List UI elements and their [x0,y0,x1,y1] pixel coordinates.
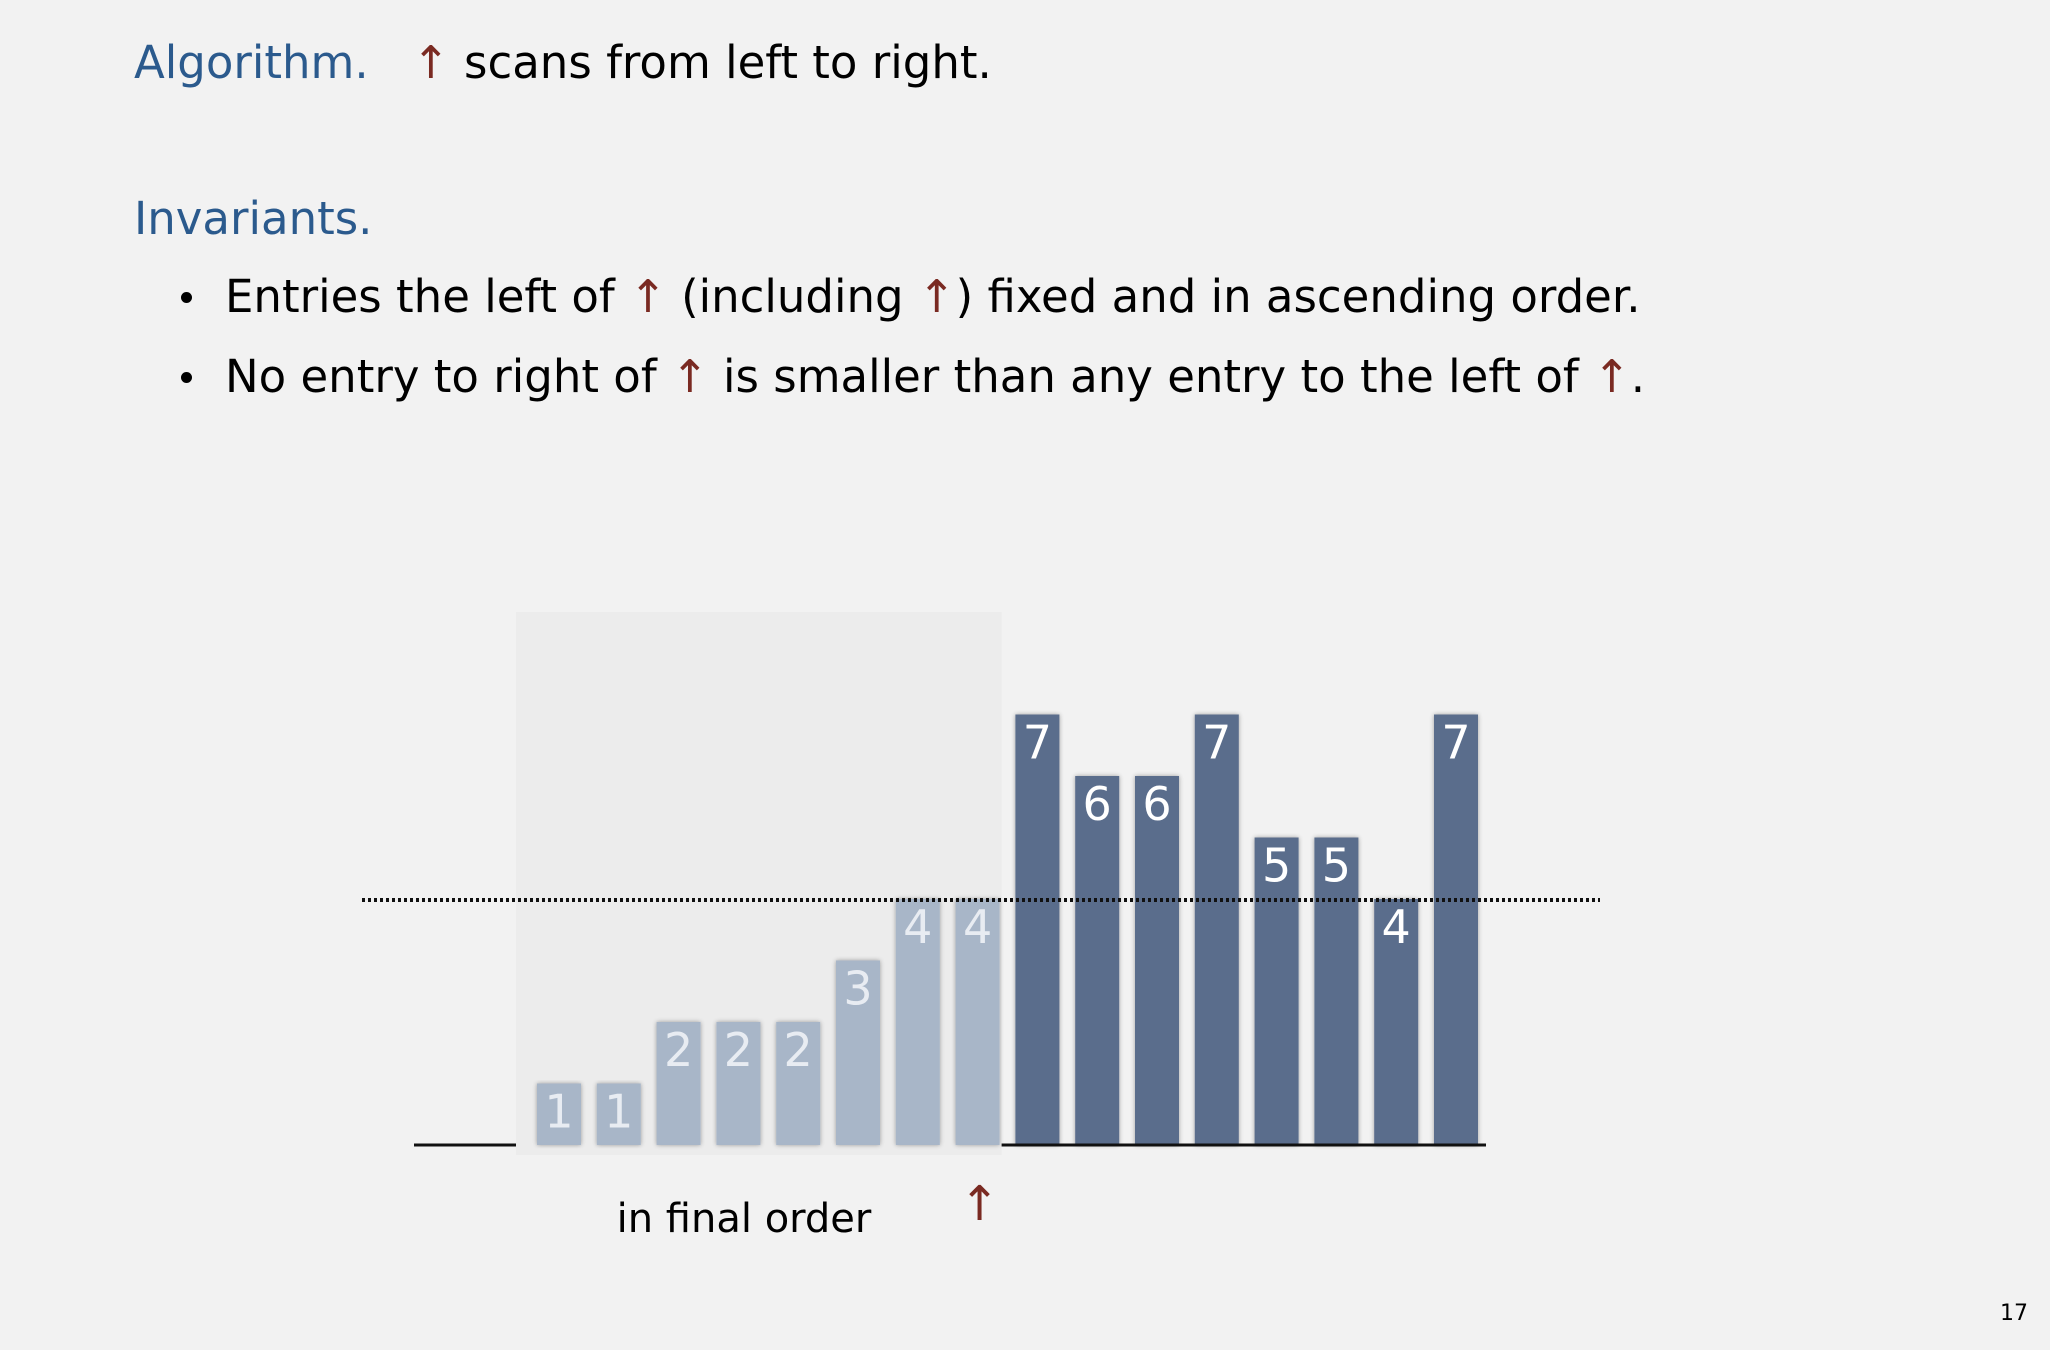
page-number: 17 [2000,1301,2028,1326]
bar-label: 1 [604,1085,633,1139]
bullet-point [181,292,192,303]
invariant-item: Entries the left of ↑ (including ↑) fixe… [225,274,1641,319]
bar [1194,714,1239,1145]
bar [716,1022,761,1145]
bar-label: 3 [843,962,872,1016]
bar-label: 7 [1202,716,1231,770]
bar [596,1083,641,1145]
bar [1374,899,1419,1145]
bar [1135,776,1179,1145]
bar-label: 2 [784,1023,813,1077]
bar [1314,837,1359,1145]
pointer-arrow-icon: ↑ [412,36,450,89]
bar-label: 6 [1083,777,1112,831]
bar [955,899,1000,1145]
bar [1434,714,1478,1145]
bar-label: 4 [963,900,992,954]
bar-label: 7 [1023,716,1052,770]
bar-label: 4 [903,900,932,954]
algorithm-text: scans from left to right. [464,36,992,89]
invariant-text: (including [666,270,918,323]
algorithm-description: ↑ scans from left to right. [412,40,992,85]
bar-label: 1 [544,1085,573,1139]
final-order-label: in final order [617,1196,872,1242]
bar [656,1022,701,1145]
bar-label: 7 [1441,716,1470,770]
bar-label: 5 [1322,839,1351,893]
invariant-item: No entry to right of ↑ is smaller than a… [225,354,1645,399]
algorithm-heading: Algorithm. [134,36,369,89]
bar [537,1083,581,1145]
bar-label: 2 [664,1023,693,1077]
bar-label: 5 [1262,839,1291,893]
bar-label: 6 [1142,777,1171,831]
pointer-arrow-icon: ↑ [917,270,956,323]
pointer-arrow-icon: ↑ [1593,350,1631,403]
scan-pointer-arrow-icon: ↑ [959,1176,999,1232]
bar [1015,714,1060,1145]
invariants-heading: Invariants. [134,192,373,245]
bar-label: 2 [724,1023,753,1077]
invariant-text: ) fixed and in ascending order. [955,270,1641,323]
bullet-point [181,372,192,383]
bar [1254,837,1299,1145]
invariant-text: is smaller than any entry to the left of [708,350,1593,403]
bar [895,899,940,1145]
pointer-arrow-icon: ↑ [670,350,709,403]
bar [1075,776,1120,1145]
invariant-text: . [1630,350,1646,403]
invariant-text: No entry to right of [225,350,671,403]
bar [776,1022,821,1145]
pointer-arrow-icon: ↑ [629,270,667,323]
bar-label: 4 [1382,900,1411,954]
invariant-text: Entries the left of [225,270,630,323]
bars-group: 1 12 2 234 476 675 547 [537,714,1478,1145]
bar [836,960,880,1145]
